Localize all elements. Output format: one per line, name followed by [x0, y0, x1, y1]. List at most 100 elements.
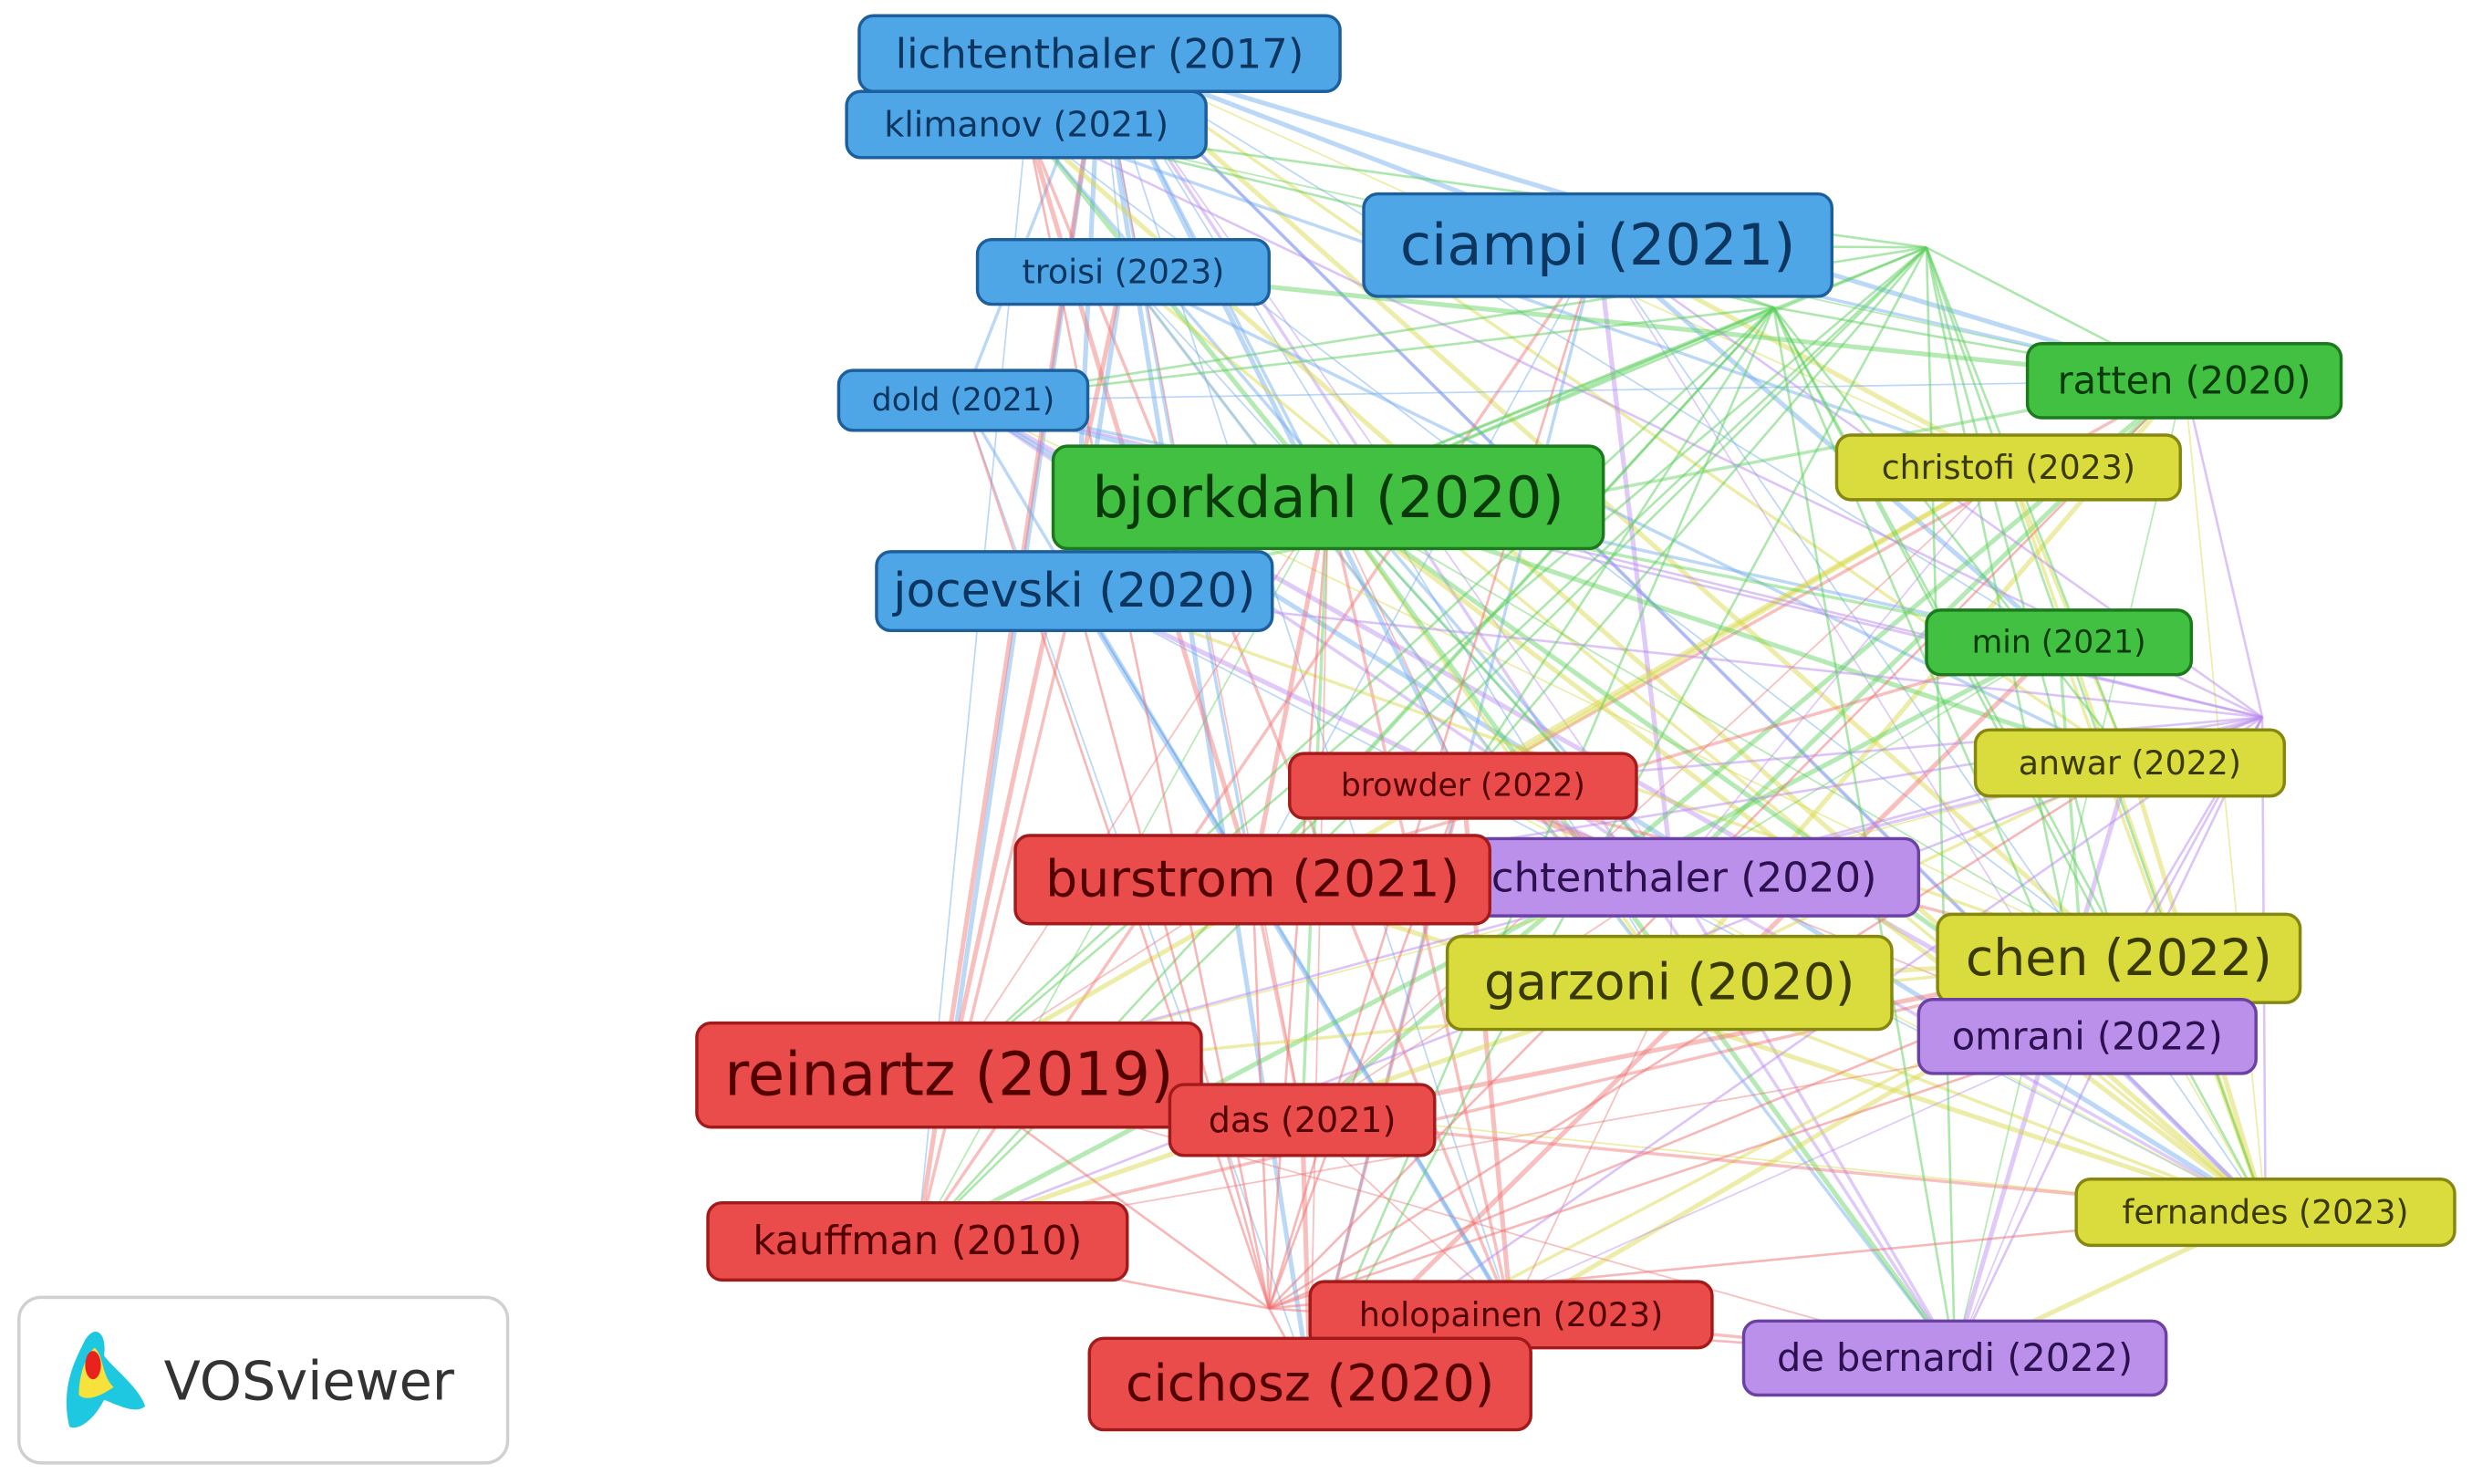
edge	[916, 590, 1076, 1242]
node: lichtenthaler (2017)	[857, 14, 1342, 93]
edge	[1309, 497, 1329, 1385]
edge	[1595, 244, 1676, 878]
node-label: anwar (2022)	[2019, 743, 2241, 783]
node-label: christofi (2023)	[1882, 448, 2135, 487]
node-label: dold (2021)	[872, 382, 1054, 419]
node: kauffman (2010)	[706, 1200, 1129, 1282]
edge	[1097, 52, 1466, 787]
edge	[1326, 495, 1958, 1360]
node-label: holopainen (2023)	[1359, 1295, 1663, 1334]
node-box	[1834, 433, 2182, 502]
node-label: omrani (2022)	[1952, 1014, 2223, 1058]
logo: VOSviewer	[17, 1295, 510, 1465]
edge	[962, 306, 1774, 402]
node-box	[1051, 444, 1605, 551]
node: fernandes (2023)	[2074, 1178, 2456, 1248]
node: anwar (2022)	[1973, 728, 2287, 798]
node-box	[1087, 1336, 1532, 1432]
edge	[1073, 590, 1271, 1309]
node-label: min (2021)	[1972, 624, 2146, 660]
node-box	[1741, 1319, 2168, 1397]
edge	[1302, 466, 2010, 1121]
node-label: cichosz (2020)	[1126, 1354, 1494, 1413]
edge	[1461, 306, 1775, 787]
node: dold (2021)	[836, 368, 1090, 432]
node-box	[1013, 834, 1491, 926]
node: klimanov (2021)	[845, 89, 1208, 160]
node-label: kauffman (2010)	[753, 1219, 1082, 1264]
node-label: browder (2022)	[1341, 768, 1585, 804]
node-label: das (2021)	[1209, 1100, 1397, 1140]
node-box	[1288, 752, 1638, 820]
node-box	[2025, 342, 2343, 420]
node: ratten (2020)	[2025, 342, 2343, 420]
node: browder (2022)	[1288, 752, 1638, 820]
edge	[1122, 270, 2131, 765]
edge	[1772, 306, 2131, 764]
edge	[1595, 243, 2061, 645]
node-box	[845, 89, 1208, 160]
node: holopainen (2023)	[1308, 1280, 1714, 1350]
node: troisi (2023)	[975, 237, 1272, 306]
node: cichosz (2020)	[1087, 1336, 1532, 1432]
edge	[2183, 380, 2264, 718]
node-label: burstrom (2021)	[1045, 850, 1459, 908]
edge	[1461, 465, 2010, 788]
node: garzoni (2020)	[1445, 934, 1894, 1032]
node-box	[706, 1200, 1129, 1282]
node: chen (2022)	[1936, 912, 2302, 1004]
node: christofi (2023)	[1834, 433, 2182, 502]
edge	[1925, 247, 1957, 1358]
edge	[1123, 269, 2185, 383]
logo-text: VOSviewer	[164, 1349, 455, 1412]
node-label: garzoni (2020)	[1484, 954, 1854, 1012]
edge	[948, 306, 1775, 1076]
edge	[1074, 590, 1253, 880]
node: de bernardi (2022)	[1741, 1319, 2168, 1397]
node-label: lichtenthaler (2017)	[896, 29, 1304, 78]
node-label: bjorkdahl (2020)	[1092, 464, 1563, 531]
node-box	[1916, 997, 2258, 1075]
edge	[1954, 380, 2186, 1359]
node-label: ciampi (2021)	[1400, 212, 1796, 278]
node-box	[1445, 934, 1894, 1032]
node-label: lichtenthaler (2020)	[1469, 853, 1877, 901]
edge	[1073, 588, 1674, 880]
node-label: jocevski (2020)	[892, 564, 1255, 618]
node-box	[1973, 728, 2287, 798]
node: ciampi (2021)	[1362, 192, 1834, 298]
node: bjorkdahl (2020)	[1051, 444, 1605, 551]
node: lichtenthaler (2020)	[1425, 836, 1921, 918]
node: burstrom (2021)	[1013, 834, 1491, 926]
node-box	[1168, 1083, 1437, 1157]
node: reinartz (2019)	[695, 1021, 1203, 1129]
edge	[1510, 982, 1671, 1315]
node-box	[1362, 192, 1834, 298]
edge	[1327, 496, 2120, 960]
node: jocevski (2020)	[875, 550, 1274, 633]
logo-icon	[85, 1351, 101, 1380]
node-label: reinartz (2019)	[724, 1041, 1173, 1110]
node-label: troisi (2023)	[1023, 253, 1225, 292]
node-box	[1925, 608, 2194, 677]
edge	[1024, 122, 1331, 499]
edge	[1252, 877, 2267, 1215]
node-label: de bernardi (2022)	[1777, 1336, 2133, 1380]
node-label: ratten (2020)	[2058, 358, 2311, 402]
node: min (2021)	[1925, 608, 2194, 677]
edge	[948, 246, 1927, 1076]
node-box	[975, 237, 1272, 306]
node-label: fernandes (2023)	[2123, 1193, 2409, 1232]
edge	[1461, 246, 1927, 787]
edge	[1268, 1035, 2088, 1310]
edge	[917, 957, 2120, 1243]
node-label: chen (2022)	[1966, 929, 2272, 988]
edge	[1250, 496, 1331, 880]
edge	[1097, 51, 2121, 960]
edge	[1268, 762, 2131, 1310]
edge	[1772, 306, 1957, 1359]
edge	[1596, 244, 2089, 1037]
edge	[1309, 716, 2263, 1385]
